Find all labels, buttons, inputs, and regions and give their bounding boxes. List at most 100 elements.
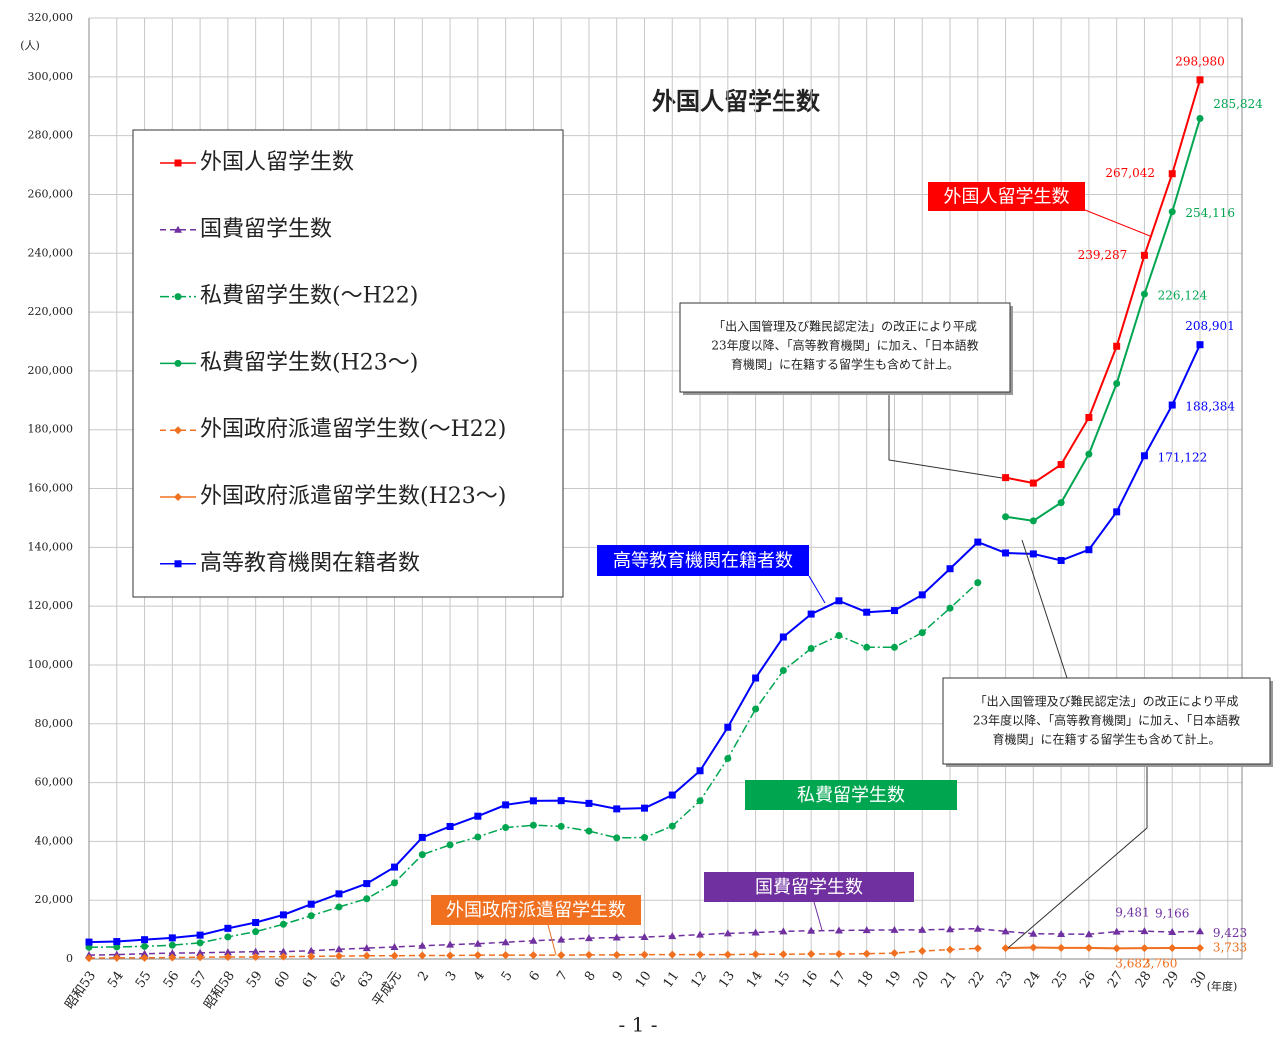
marker (529, 821, 537, 829)
marker (473, 939, 482, 947)
x-tick-label: 29 (1161, 969, 1183, 991)
y-tick-label: 20,000 (35, 893, 74, 906)
data-label: 226,124 (1158, 289, 1208, 303)
marker (807, 926, 816, 934)
x-tick-label: 63 (355, 969, 377, 991)
x-tick-label: 28 (1133, 969, 1155, 991)
marker (529, 797, 537, 805)
marker (279, 920, 287, 928)
marker (1113, 508, 1121, 516)
marker (251, 952, 260, 961)
note-text: 育機関」に在籍する留学生も含めて計上。 (731, 357, 959, 372)
marker (196, 953, 205, 962)
x-tick-label: 25 (1049, 969, 1071, 991)
marker (641, 834, 648, 842)
x-tick-label: 57 (188, 969, 210, 991)
marker (140, 953, 149, 962)
callout-box (745, 780, 957, 810)
marker (1001, 944, 1010, 953)
marker (1057, 943, 1066, 952)
data-label: 9,481 (1115, 906, 1149, 920)
marker (1168, 943, 1177, 952)
marker (1168, 401, 1176, 409)
x-tick-label: 8 (582, 969, 599, 984)
marker (168, 953, 177, 962)
marker (279, 911, 287, 919)
marker (1085, 546, 1093, 554)
marker (224, 924, 232, 932)
x-tick-label: 62 (327, 969, 349, 991)
data-label: 9,423 (1213, 926, 1247, 940)
marker (641, 804, 648, 812)
data-label: 3,760 (1143, 956, 1177, 970)
marker (612, 950, 621, 959)
marker (174, 225, 182, 233)
callout-label: 国費留学生数 (755, 877, 863, 898)
x-tick-label: 平成元 (370, 969, 405, 1010)
x-tick-label: 11 (661, 969, 683, 991)
marker (252, 919, 260, 927)
marker (418, 951, 427, 960)
marker (223, 952, 232, 961)
x-tick-label: 13 (716, 969, 738, 991)
note-text: 23年度以降、「高等教育機関」に加え、「日本語教 (711, 338, 978, 353)
marker (807, 610, 815, 618)
marker (779, 950, 788, 959)
data-label: 3,682 (1115, 957, 1149, 971)
x-tick-label: 昭和53 (62, 969, 99, 1012)
marker (613, 805, 621, 813)
marker (723, 950, 732, 959)
callout-box (597, 545, 809, 576)
data-label: 267,042 (1105, 166, 1155, 180)
callout-leader (813, 901, 823, 931)
marker (974, 538, 982, 546)
series-line (88, 582, 979, 948)
marker (1029, 943, 1038, 952)
marker (141, 942, 149, 950)
data-label: 298,980 (1175, 54, 1225, 68)
x-tick-label: 56 (161, 969, 183, 991)
marker (779, 633, 787, 641)
x-tick-label: 16 (800, 969, 822, 991)
marker (1196, 114, 1204, 122)
marker (973, 924, 982, 932)
marker (1057, 499, 1065, 507)
marker (557, 935, 566, 943)
marker (1057, 461, 1065, 469)
note-text: 23年度以降、「高等教育機関」に加え、「日本語教 (973, 713, 1240, 728)
x-tick-label: 17 (827, 969, 849, 991)
marker (696, 797, 704, 805)
y-tick-label: 160,000 (28, 482, 74, 495)
note-text: 育機関」に在籍する留学生も含めて計上。 (992, 732, 1220, 747)
data-label: 208,901 (1185, 319, 1235, 333)
marker (1113, 342, 1121, 350)
marker (807, 950, 816, 959)
note-text: 「出入国管理及び難民認定法」の改正により平成 (975, 694, 1239, 709)
marker (446, 951, 455, 960)
marker (168, 941, 176, 949)
marker (334, 952, 343, 961)
data-label: 171,122 (1158, 450, 1208, 464)
chart-title: 外国人留学生数 (652, 87, 821, 116)
marker (307, 952, 316, 961)
marker (835, 597, 843, 605)
x-unit: (年度) (1207, 979, 1238, 993)
callout-label: 外国人留学生数 (944, 187, 1070, 208)
y-tick-label: 0 (66, 952, 73, 965)
marker (724, 754, 732, 762)
marker (1168, 928, 1177, 936)
data-label: 254,116 (1185, 206, 1235, 220)
marker (1196, 76, 1204, 84)
marker (446, 822, 454, 830)
marker (418, 941, 427, 949)
x-tick-label: 24 (1022, 969, 1044, 991)
marker (362, 944, 371, 952)
marker (474, 812, 482, 820)
x-tick-label: 20 (911, 969, 933, 991)
marker (223, 948, 232, 956)
data-label: 285,824 (1213, 97, 1263, 111)
x-tick-label: 2 (415, 969, 432, 984)
marker (174, 560, 182, 568)
x-tick-label: 26 (1077, 969, 1099, 991)
y-tick-label: 60,000 (35, 776, 74, 789)
